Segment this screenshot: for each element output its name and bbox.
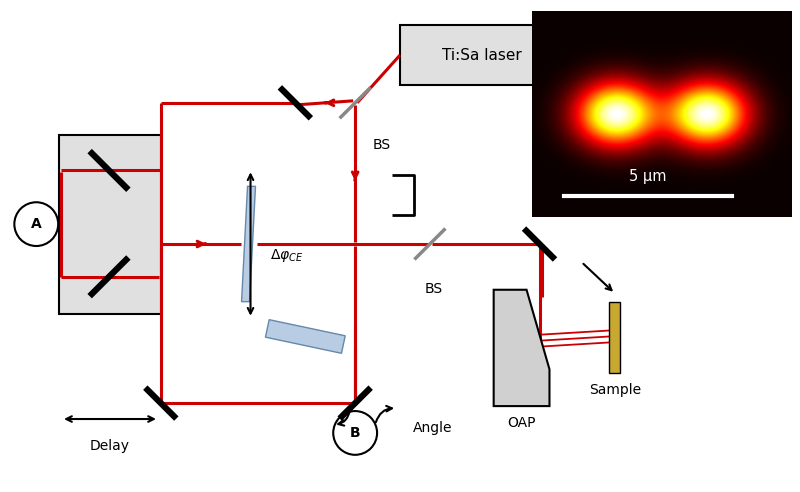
Bar (59, 135, 161, 313)
Bar (610, 302, 620, 373)
Text: Delay: Delay (90, 439, 130, 453)
Text: Sample: Sample (589, 383, 642, 397)
Bar (400, 25, 565, 85)
Text: B: B (350, 426, 361, 440)
Text: BS: BS (373, 138, 391, 152)
Text: Angle: Angle (413, 421, 453, 435)
Polygon shape (494, 290, 550, 406)
Text: OAP: OAP (507, 416, 536, 430)
Text: Ti:Sa laser: Ti:Sa laser (442, 48, 522, 62)
Text: BS: BS (425, 282, 443, 296)
Polygon shape (242, 186, 255, 302)
Text: $\Delta\varphi_{CE}$: $\Delta\varphi_{CE}$ (270, 247, 304, 264)
Polygon shape (266, 320, 346, 353)
Text: A: A (31, 217, 42, 231)
